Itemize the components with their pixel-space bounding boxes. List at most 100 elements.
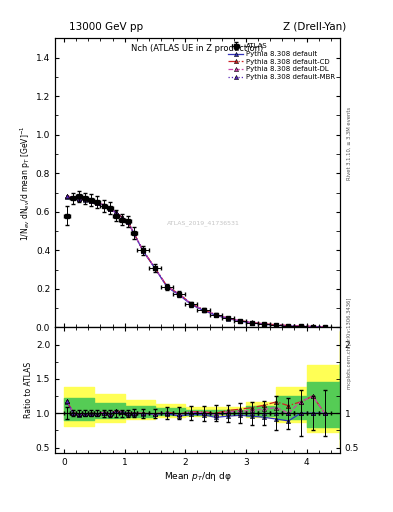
Pythia 8.308 default-DL — [189, 301, 194, 307]
Pythia 8.308 default-DL — [107, 205, 112, 211]
Pythia 8.308 default — [95, 200, 100, 206]
Pythia 8.308 default — [141, 248, 145, 254]
Pythia 8.308 default — [310, 324, 315, 330]
Pythia 8.308 default-DL — [125, 219, 130, 225]
Pythia 8.308 default-MBR — [213, 312, 218, 318]
Pythia 8.308 default-CD — [132, 230, 136, 236]
Pythia 8.308 default-MBR — [165, 284, 169, 290]
Pythia 8.308 default-DL — [213, 312, 218, 318]
Pythia 8.308 default-DL — [101, 202, 106, 208]
Pythia 8.308 default-CD — [177, 291, 182, 297]
Pythia 8.308 default-CD — [165, 283, 169, 289]
Pythia 8.308 default-MBR — [189, 301, 194, 307]
Line: Pythia 8.308 default: Pythia 8.308 default — [65, 195, 327, 329]
Pythia 8.308 default — [286, 323, 291, 329]
Pythia 8.308 default-DL — [77, 195, 82, 201]
Pythia 8.308 default-MBR — [286, 323, 291, 329]
Line: Pythia 8.308 default-MBR: Pythia 8.308 default-MBR — [65, 194, 327, 329]
Pythia 8.308 default-DL — [262, 321, 266, 327]
Pythia 8.308 default-DL — [286, 323, 291, 329]
Pythia 8.308 default — [226, 315, 230, 322]
Pythia 8.308 default — [113, 209, 118, 216]
Pythia 8.308 default-MBR — [250, 320, 254, 326]
Pythia 8.308 default-DL — [322, 324, 327, 330]
Pythia 8.308 default-CD — [274, 322, 279, 328]
Pythia 8.308 default — [250, 320, 254, 326]
Pythia 8.308 default-DL — [113, 209, 118, 216]
Pythia 8.308 default-MBR — [201, 307, 206, 313]
Pythia 8.308 default-MBR — [237, 318, 242, 324]
Pythia 8.308 default — [71, 195, 75, 201]
Pythia 8.308 default-CD — [213, 311, 218, 317]
Pythia 8.308 default-MBR — [95, 200, 100, 206]
Pythia 8.308 default — [274, 322, 279, 328]
Pythia 8.308 default-CD — [119, 214, 124, 220]
Pythia 8.308 default-CD — [250, 319, 254, 326]
Y-axis label: 1/N$_{ev}$ dN$_{ev}$/d mean p$_T$ [GeV]$^{-1}$: 1/N$_{ev}$ dN$_{ev}$/d mean p$_T$ [GeV]$… — [18, 125, 33, 241]
Text: Z (Drell-Yan): Z (Drell-Yan) — [283, 22, 346, 32]
Pythia 8.308 default-MBR — [322, 324, 327, 330]
Pythia 8.308 default — [107, 206, 112, 212]
Pythia 8.308 default-MBR — [310, 324, 315, 330]
Pythia 8.308 default-CD — [189, 301, 194, 307]
Pythia 8.308 default — [322, 324, 327, 330]
Y-axis label: Ratio to ATLAS: Ratio to ATLAS — [24, 362, 33, 418]
Pythia 8.308 default-MBR — [177, 291, 182, 297]
Pythia 8.308 default-CD — [89, 198, 94, 204]
Pythia 8.308 default-MBR — [89, 198, 94, 204]
Pythia 8.308 default-MBR — [65, 193, 70, 199]
Pythia 8.308 default-MBR — [125, 219, 130, 225]
Pythia 8.308 default — [125, 219, 130, 225]
Pythia 8.308 default-CD — [201, 307, 206, 313]
Text: Rivet 3.1.10, ≥ 3.3M events: Rivet 3.1.10, ≥ 3.3M events — [347, 106, 352, 180]
Pythia 8.308 default-CD — [237, 317, 242, 324]
Legend: ATLAS, Pythia 8.308 default, Pythia 8.308 default-CD, Pythia 8.308 default-DL, P: ATLAS, Pythia 8.308 default, Pythia 8.30… — [226, 42, 336, 81]
Pythia 8.308 default-MBR — [77, 196, 82, 202]
Pythia 8.308 default-DL — [83, 196, 88, 202]
Pythia 8.308 default-DL — [132, 230, 136, 236]
Pythia 8.308 default-CD — [322, 324, 327, 330]
Pythia 8.308 default — [298, 323, 303, 329]
Pythia 8.308 default-MBR — [119, 214, 124, 220]
Pythia 8.308 default-CD — [113, 209, 118, 215]
Pythia 8.308 default — [177, 292, 182, 298]
Pythia 8.308 default-CD — [226, 315, 230, 321]
Pythia 8.308 default-CD — [71, 194, 75, 200]
Pythia 8.308 default-CD — [125, 219, 130, 225]
X-axis label: Mean $p_T$/dη dφ: Mean $p_T$/dη dφ — [163, 470, 231, 483]
Pythia 8.308 default — [201, 307, 206, 313]
Pythia 8.308 default-DL — [153, 265, 158, 271]
Text: Nch (ATLAS UE in Z production): Nch (ATLAS UE in Z production) — [131, 44, 264, 53]
Pythia 8.308 default-MBR — [298, 323, 303, 329]
Pythia 8.308 default-DL — [165, 284, 169, 290]
Pythia 8.308 default-MBR — [83, 197, 88, 203]
Pythia 8.308 default-DL — [177, 291, 182, 297]
Pythia 8.308 default-CD — [65, 193, 70, 199]
Pythia 8.308 default-CD — [153, 265, 158, 271]
Pythia 8.308 default-DL — [95, 200, 100, 206]
Pythia 8.308 default-CD — [95, 200, 100, 206]
Pythia 8.308 default-DL — [201, 307, 206, 313]
Pythia 8.308 default-CD — [83, 196, 88, 202]
Pythia 8.308 default — [237, 318, 242, 324]
Text: mcplots.cern.ch [arXiv:1306.3436]: mcplots.cern.ch [arXiv:1306.3436] — [347, 297, 352, 389]
Pythia 8.308 default-DL — [274, 322, 279, 328]
Pythia 8.308 default — [101, 202, 106, 208]
Pythia 8.308 default-CD — [141, 247, 145, 253]
Pythia 8.308 default-DL — [65, 193, 70, 199]
Pythia 8.308 default — [119, 214, 124, 220]
Pythia 8.308 default-CD — [310, 324, 315, 330]
Pythia 8.308 default — [77, 196, 82, 202]
Pythia 8.308 default-MBR — [107, 205, 112, 211]
Pythia 8.308 default-CD — [286, 323, 291, 329]
Pythia 8.308 default-DL — [250, 319, 254, 326]
Pythia 8.308 default-MBR — [141, 247, 145, 253]
Pythia 8.308 default-DL — [71, 194, 75, 200]
Pythia 8.308 default-MBR — [274, 322, 279, 328]
Pythia 8.308 default — [262, 322, 266, 328]
Pythia 8.308 default — [213, 312, 218, 318]
Pythia 8.308 default-CD — [101, 201, 106, 207]
Pythia 8.308 default-CD — [298, 323, 303, 329]
Pythia 8.308 default-CD — [77, 195, 82, 201]
Line: Pythia 8.308 default-DL: Pythia 8.308 default-DL — [65, 194, 327, 329]
